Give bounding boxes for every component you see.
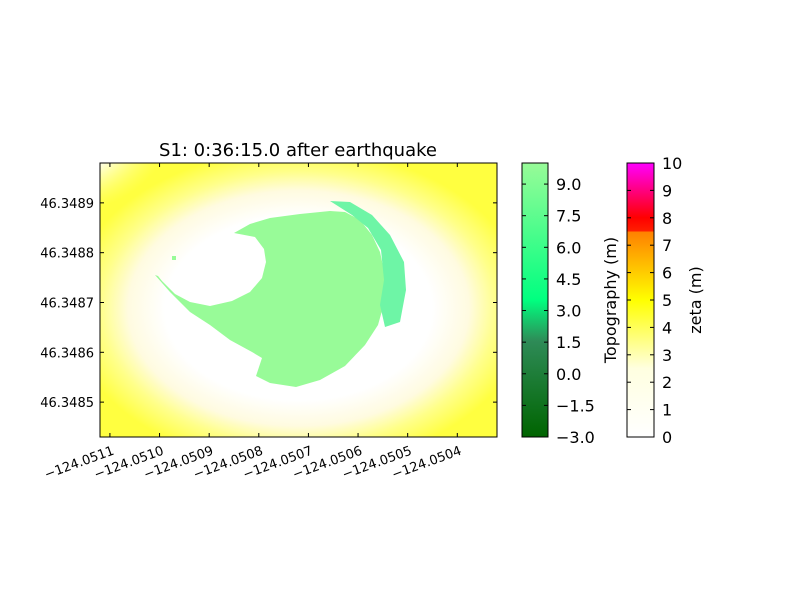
y-tick-label: 46.3488 — [40, 247, 94, 262]
zeta-colorbar-tick-label: 8 — [662, 209, 672, 228]
y-tick-label: 46.3485 — [40, 396, 94, 411]
zeta-colorbar-tick-label: 4 — [662, 318, 672, 337]
y-axis-ticks: 46.3485 46.3486 46.3487 46.3488 46.3489 — [40, 197, 497, 411]
zeta-colorbar-tick-label: 1 — [662, 401, 672, 420]
y-tick-label: 46.3487 — [40, 296, 94, 311]
topography-colorbar-tick-label: 1.5 — [556, 333, 581, 352]
zeta-colorbar-tick-label: 5 — [662, 291, 672, 310]
zeta-colorbar-label: zeta (m) — [686, 266, 705, 333]
zeta-colorbar-tick-label: 3 — [662, 346, 672, 365]
zeta-colorbar-tick-label: 2 — [662, 373, 672, 392]
zeta-colorbar — [626, 162, 655, 438]
topography-colorbar-tick-label: 6.0 — [556, 238, 581, 257]
zeta-colorbar-ticks: 0 1 2 3 4 5 6 7 8 9 10 — [627, 154, 682, 447]
zeta-colorbar-tick-label: 9 — [662, 181, 672, 200]
topography-colorbar — [521, 162, 549, 438]
topography-colorbar-tick-label: −1.5 — [556, 396, 595, 415]
topography-colorbar-ticks: −3.0 −1.5 0.0 1.5 3.0 4.5 6.0 7.5 9.0 — [522, 175, 595, 447]
zeta-colorbar-tick-label: 10 — [662, 154, 682, 173]
topography-colorbar-tick-label: 3.0 — [556, 302, 581, 321]
topography-colorbar-tick-label: −3.0 — [556, 428, 595, 447]
chart-title: S1: 0:36:15.0 after earthquake — [159, 140, 437, 161]
zeta-colorbar-tick-label: 6 — [662, 264, 672, 283]
topography-colorbar-tick-label: 7.5 — [556, 207, 581, 226]
water-corner-glow — [100, 163, 172, 215]
topography-colorbar-tick-label: 9.0 — [556, 175, 581, 194]
y-tick-label: 46.3486 — [40, 346, 94, 361]
topography-colorbar-label: Topography (m) — [601, 237, 620, 364]
plot-area — [100, 163, 497, 437]
land-speck — [172, 256, 176, 260]
land-crescent — [155, 211, 385, 387]
zeta-colorbar-tick-label: 0 — [662, 428, 672, 447]
land-ridge — [330, 201, 406, 327]
plot-frame — [99, 162, 498, 438]
topography-colorbar-tick-label: 0.0 — [556, 365, 581, 384]
zeta-colorbar-tick-label: 7 — [662, 236, 672, 255]
y-tick-label: 46.3489 — [40, 197, 94, 212]
topography-colorbar-tick-label: 4.5 — [556, 270, 581, 289]
